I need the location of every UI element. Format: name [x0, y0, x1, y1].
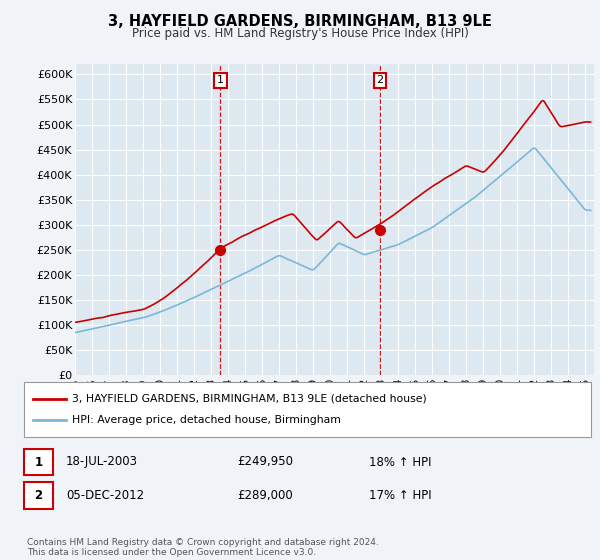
- Text: 2: 2: [376, 75, 383, 85]
- Text: 18% ↑ HPI: 18% ↑ HPI: [369, 455, 431, 469]
- Text: Contains HM Land Registry data © Crown copyright and database right 2024.
This d: Contains HM Land Registry data © Crown c…: [27, 538, 379, 557]
- Text: £249,950: £249,950: [237, 455, 293, 469]
- Text: 05-DEC-2012: 05-DEC-2012: [66, 489, 144, 502]
- Text: 1: 1: [217, 75, 224, 85]
- Text: HPI: Average price, detached house, Birmingham: HPI: Average price, detached house, Birm…: [72, 415, 341, 425]
- Text: £289,000: £289,000: [237, 489, 293, 502]
- Text: 18-JUL-2003: 18-JUL-2003: [66, 455, 138, 469]
- Text: 3, HAYFIELD GARDENS, BIRMINGHAM, B13 9LE: 3, HAYFIELD GARDENS, BIRMINGHAM, B13 9LE: [108, 14, 492, 29]
- Text: 3, HAYFIELD GARDENS, BIRMINGHAM, B13 9LE (detached house): 3, HAYFIELD GARDENS, BIRMINGHAM, B13 9LE…: [72, 394, 427, 404]
- Text: 2: 2: [34, 489, 43, 502]
- Text: Price paid vs. HM Land Registry's House Price Index (HPI): Price paid vs. HM Land Registry's House …: [131, 27, 469, 40]
- Text: 17% ↑ HPI: 17% ↑ HPI: [369, 489, 431, 502]
- Text: 1: 1: [34, 455, 43, 469]
